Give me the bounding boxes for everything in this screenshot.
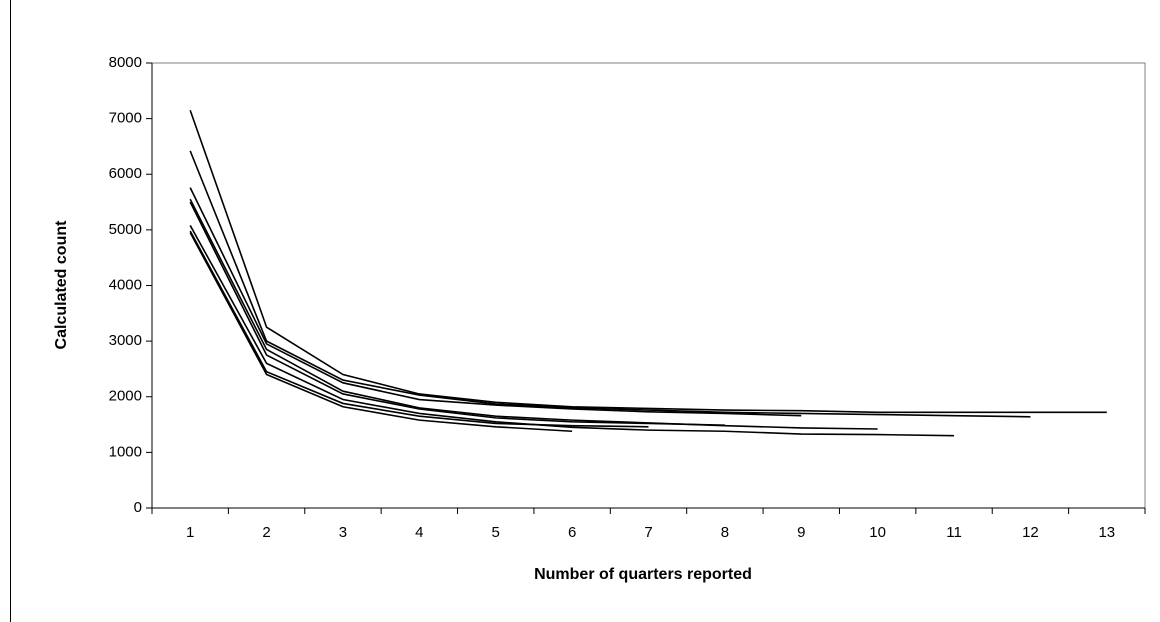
y-tick-label: 2000: [109, 388, 142, 405]
x-tick-label: 13: [1098, 524, 1115, 541]
y-axis-title: Calculated count: [53, 220, 70, 350]
x-tick-label: 2: [262, 524, 270, 541]
plot-area: [151, 62, 1146, 509]
x-tick-label: 6: [568, 524, 576, 541]
y-tick-label: 5000: [109, 221, 142, 238]
x-tick-label: 5: [492, 524, 500, 541]
y-tick-label: 7000: [109, 110, 142, 127]
y-tick-label: 3000: [109, 332, 142, 349]
series-line: [189, 150, 1031, 418]
x-tick-label: 8: [721, 524, 729, 541]
x-tick-label: 7: [644, 524, 652, 541]
x-tick-label: 9: [797, 524, 805, 541]
y-tick-label: 4000: [109, 276, 142, 293]
chart-border: [10, 0, 11, 622]
y-tick-label: 1000: [109, 443, 142, 460]
series-line: [189, 198, 878, 430]
series-line: [189, 232, 573, 433]
y-tick-label: 8000: [109, 54, 142, 71]
series-line: [189, 230, 649, 428]
x-tick-label: 3: [339, 524, 347, 541]
x-axis-title: Number of quarters reported: [534, 566, 752, 583]
x-tick-label: 4: [415, 524, 423, 541]
x-tick-label: 12: [1022, 524, 1039, 541]
series-line: [189, 187, 802, 417]
x-tick-label: 10: [869, 524, 886, 541]
x-tick-label: 1: [186, 524, 194, 541]
series-line: [189, 110, 1107, 414]
x-tick-label: 11: [946, 524, 962, 541]
series-line: [189, 225, 955, 437]
y-tick-label: 0: [134, 499, 142, 516]
series-line: [189, 201, 725, 426]
y-tick-label: 6000: [109, 165, 142, 182]
